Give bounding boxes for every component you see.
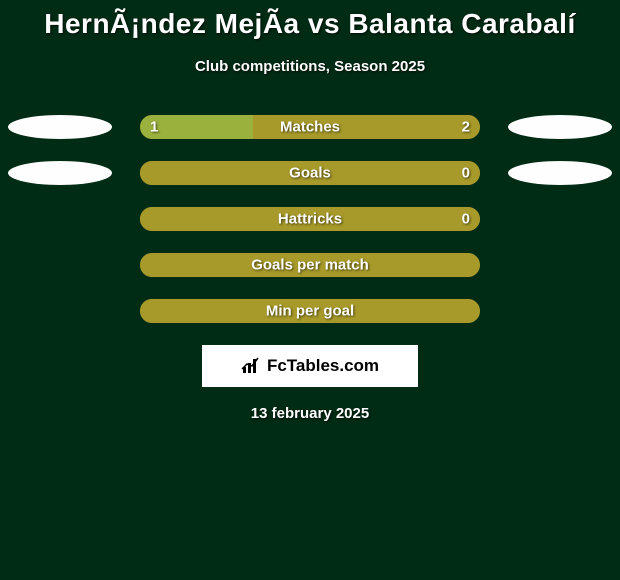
bar-label: Min per goal: [266, 303, 354, 320]
bar-value-right: 0: [462, 211, 470, 228]
stat-row: Goals 0: [0, 161, 620, 185]
stat-bar: Goals per match: [140, 253, 480, 277]
avatar-spacer: [8, 253, 112, 277]
avatar-spacer: [508, 253, 612, 277]
player-avatar-left: [8, 161, 112, 185]
date-line: 13 february 2025: [0, 405, 620, 422]
bar-label: Goals per match: [251, 257, 369, 274]
bar-value-right: 2: [462, 119, 470, 136]
page-title: HernÃ¡ndez MejÃ­a vs Balanta Carabalí: [0, 0, 620, 40]
bar-value-left: 1: [150, 119, 158, 136]
stat-bar: Hattricks 0: [140, 207, 480, 231]
stat-bar: Matches 1 2: [140, 115, 480, 139]
avatar-spacer: [8, 207, 112, 231]
chart-icon: [241, 357, 261, 375]
avatar-spacer: [8, 299, 112, 323]
player-avatar-left: [8, 115, 112, 139]
bar-label: Matches: [280, 119, 340, 136]
site-logo: FcTables.com: [202, 345, 418, 387]
stat-bar: Min per goal: [140, 299, 480, 323]
avatar-spacer: [508, 299, 612, 323]
bar-label: Goals: [289, 165, 331, 182]
player-avatar-right: [508, 115, 612, 139]
logo-text: FcTables.com: [267, 356, 379, 376]
bar-label: Hattricks: [278, 211, 342, 228]
avatar-spacer: [508, 207, 612, 231]
stat-row: Goals per match: [0, 253, 620, 277]
stat-bar: Goals 0: [140, 161, 480, 185]
stat-row: Matches 1 2: [0, 115, 620, 139]
player-avatar-right: [508, 161, 612, 185]
stat-row: Min per goal: [0, 299, 620, 323]
page-subtitle: Club competitions, Season 2025: [0, 58, 620, 75]
stat-rows: Matches 1 2 Goals 0 Hattricks 0 Goals per match…: [0, 115, 620, 323]
bar-value-right: 0: [462, 165, 470, 182]
stat-row: Hattricks 0: [0, 207, 620, 231]
